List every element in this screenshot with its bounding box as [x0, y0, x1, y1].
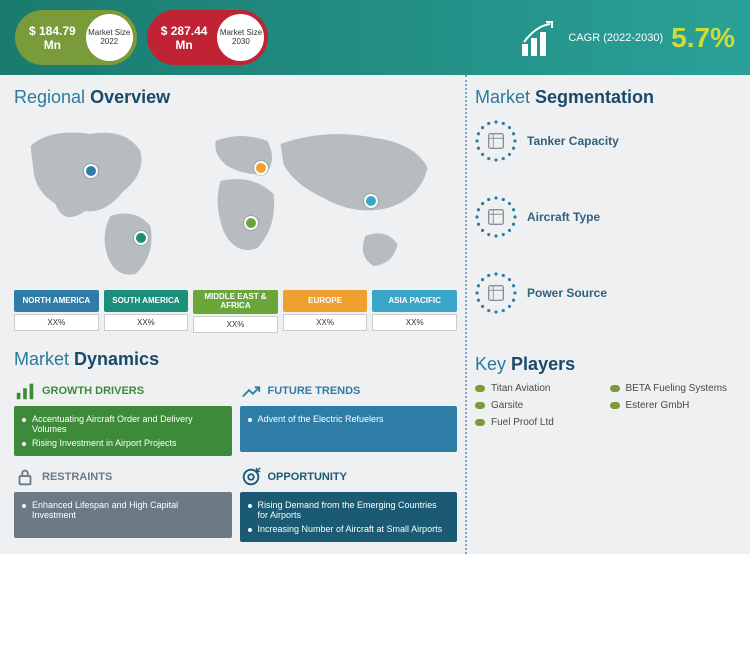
segment-item: Tanker Capacity — [475, 116, 736, 192]
bar-chart-icon — [14, 380, 36, 402]
dynamics-item: Enhanced Lifespan and High Capital Inves… — [22, 498, 224, 522]
growth-title: GROWTH DRIVERS — [42, 385, 144, 397]
key-players-title: Key Players — [475, 354, 736, 375]
bullet-icon — [475, 385, 485, 392]
player-name: Titan Aviation — [491, 383, 550, 394]
size-2022-label: Market Size 2022 — [86, 14, 133, 61]
size-2022-value: $ 184.79 Mn — [19, 24, 86, 52]
region-value: XX% — [283, 314, 368, 331]
world-map — [14, 116, 457, 286]
future-trends-block: FUTURE TRENDS Advent of the Electric Ref… — [240, 378, 458, 456]
region-card: MIDDLE EAST & AFRICA XX% — [193, 290, 278, 333]
dynamics-item: Rising Demand from the Emerging Countrie… — [248, 498, 450, 522]
trend-up-icon — [240, 380, 262, 402]
player-item: Garsite — [475, 400, 602, 411]
opportunity-title: OPPORTUNITY — [268, 471, 347, 483]
left-column: Regional Overview NORTH AMERICAXX%SOUTH … — [0, 75, 465, 554]
segment-item: Power Source — [475, 268, 736, 344]
region-card: EUROPE XX% — [283, 290, 368, 333]
dynamics-item: Increasing Number of Aircraft at Small A… — [248, 522, 450, 536]
region-name: SOUTH AMERICA — [104, 290, 189, 312]
region-card: NORTH AMERICA XX% — [14, 290, 99, 333]
segment-label: Power Source — [527, 286, 607, 300]
market-size-2022-pill: $ 184.79 Mn Market Size 2022 — [15, 10, 137, 65]
player-item: Titan Aviation — [475, 383, 602, 394]
player-name: BETA Fueling Systems — [626, 383, 728, 394]
cagr-label: CAGR (2022-2030) — [568, 32, 663, 44]
segment-label: Tanker Capacity — [527, 134, 619, 148]
segment-label: Aircraft Type — [527, 210, 600, 224]
region-name: EUROPE — [283, 290, 368, 312]
region-card: SOUTH AMERICA XX% — [104, 290, 189, 333]
region-value: XX% — [193, 316, 278, 333]
cagr-box: CAGR (2022-2030) 5.7% — [520, 18, 735, 58]
players-list: Titan Aviation BETA Fueling Systems Garsit… — [475, 383, 736, 428]
market-dynamics-title: Market Dynamics — [14, 349, 457, 370]
segment-icon — [475, 196, 517, 238]
region-value: XX% — [104, 314, 189, 331]
region-dot — [84, 164, 98, 178]
dynamics-item: Accentuating Aircraft Order and Delivery… — [22, 412, 224, 436]
segments-list: Tanker Capacity Aircraft Type Power Source — [475, 116, 736, 344]
region-card: ASIA PACIFIC XX% — [372, 290, 457, 333]
lock-icon — [14, 466, 36, 488]
player-item: BETA Fueling Systems — [610, 383, 737, 394]
future-title: FUTURE TRENDS — [268, 385, 361, 397]
region-dot — [254, 161, 268, 175]
bullet-icon — [610, 402, 620, 409]
segment-item: Aircraft Type — [475, 192, 736, 268]
region-name: MIDDLE EAST & AFRICA — [193, 290, 278, 314]
bullet-icon — [475, 419, 485, 426]
region-value: XX% — [14, 314, 99, 331]
restraint-title: RESTRAINTS — [42, 471, 112, 483]
opportunity-block: OPPORTUNITY Rising Demand from the Emerg… — [240, 464, 458, 542]
size-2030-value: $ 287.44 Mn — [151, 24, 218, 52]
bullet-icon — [610, 385, 620, 392]
market-segmentation-title: Market Segmentation — [475, 87, 736, 108]
region-value: XX% — [372, 314, 457, 331]
growth-chart-icon — [520, 18, 560, 58]
world-map-svg — [14, 116, 457, 286]
growth-drivers-block: GROWTH DRIVERS Accentuating Aircraft Ord… — [14, 378, 232, 456]
target-icon — [240, 466, 262, 488]
regional-overview-title: Regional Overview — [14, 87, 457, 108]
region-dot — [364, 194, 378, 208]
segment-icon — [475, 272, 517, 314]
market-size-2030-pill: $ 287.44 Mn Market Size 2030 — [147, 10, 269, 65]
regions-row: NORTH AMERICAXX%SOUTH AMERICAXX%MIDDLE E… — [14, 290, 457, 333]
player-name: Esterer GmbH — [626, 400, 690, 411]
dynamics-item: Advent of the Electric Refuelers — [248, 412, 450, 426]
player-name: Fuel Proof Ltd — [491, 417, 554, 428]
bullet-icon — [475, 402, 485, 409]
region-dot — [134, 231, 148, 245]
dynamics-grid: GROWTH DRIVERS Accentuating Aircraft Ord… — [14, 378, 457, 542]
player-item: Fuel Proof Ltd — [475, 417, 602, 428]
region-dot — [244, 216, 258, 230]
region-name: NORTH AMERICA — [14, 290, 99, 312]
header-bar: $ 184.79 Mn Market Size 2022 $ 287.44 Mn… — [0, 0, 750, 75]
right-column: Market Segmentation Tanker Capacity Aircr… — [465, 75, 750, 554]
size-2030-label: Market Size 2030 — [217, 14, 264, 61]
restraints-block: RESTRAINTS Enhanced Lifespan and High Ca… — [14, 464, 232, 542]
body-area: Regional Overview NORTH AMERICAXX%SOUTH … — [0, 75, 750, 554]
region-name: ASIA PACIFIC — [372, 290, 457, 312]
segment-icon — [475, 120, 517, 162]
player-item: Esterer GmbH — [610, 400, 737, 411]
dynamics-item: Rising Investment in Airport Projects — [22, 436, 224, 450]
cagr-value: 5.7% — [671, 22, 735, 54]
player-name: Garsite — [491, 400, 523, 411]
